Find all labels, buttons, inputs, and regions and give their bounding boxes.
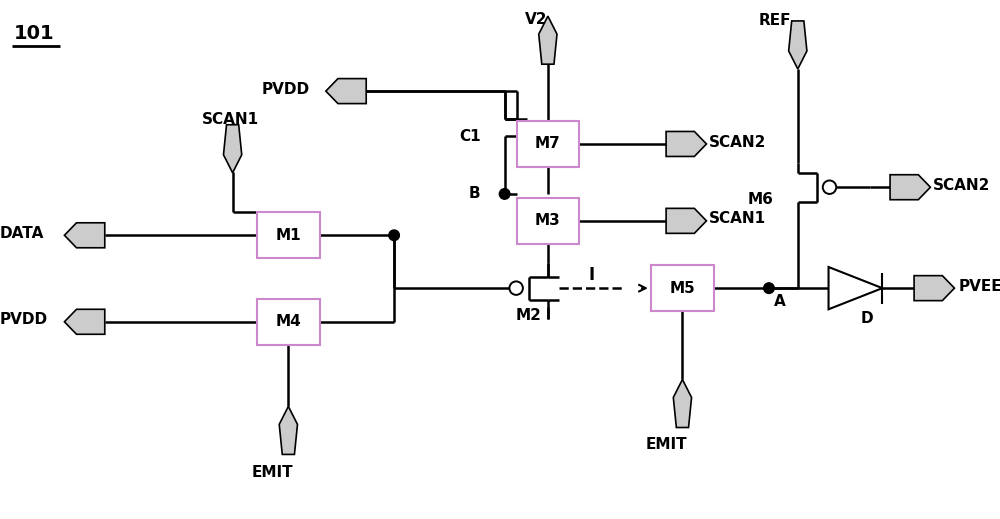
Text: M2: M2 — [516, 308, 542, 322]
Polygon shape — [326, 78, 366, 104]
Polygon shape — [666, 131, 706, 156]
Text: SCAN1: SCAN1 — [709, 211, 766, 226]
Text: M1: M1 — [276, 228, 301, 243]
Text: EMIT: EMIT — [252, 465, 293, 480]
Polygon shape — [223, 125, 242, 173]
Text: B: B — [469, 186, 481, 201]
Text: REF: REF — [758, 13, 791, 29]
Text: SCAN2: SCAN2 — [709, 134, 767, 149]
Circle shape — [764, 283, 774, 293]
Text: PVEE: PVEE — [958, 279, 1000, 294]
Text: M5: M5 — [670, 281, 695, 296]
Text: SCAN2: SCAN2 — [933, 178, 991, 193]
Text: PVDD: PVDD — [261, 81, 310, 97]
Polygon shape — [829, 267, 882, 309]
Text: 101: 101 — [13, 24, 54, 43]
Text: PVDD: PVDD — [0, 312, 48, 327]
Polygon shape — [914, 276, 954, 301]
FancyBboxPatch shape — [257, 299, 320, 345]
Text: M7: M7 — [535, 136, 561, 152]
FancyBboxPatch shape — [257, 212, 320, 258]
Polygon shape — [64, 223, 105, 248]
Circle shape — [499, 189, 510, 199]
Text: EMIT: EMIT — [646, 438, 688, 453]
Polygon shape — [279, 406, 297, 455]
Text: M4: M4 — [275, 315, 301, 329]
Text: C1: C1 — [459, 129, 481, 144]
Text: DATA: DATA — [0, 226, 44, 241]
FancyBboxPatch shape — [651, 265, 714, 311]
Polygon shape — [890, 175, 930, 200]
Text: SCAN1: SCAN1 — [202, 113, 259, 128]
Polygon shape — [539, 16, 557, 64]
Text: V2: V2 — [525, 11, 548, 26]
FancyBboxPatch shape — [517, 198, 579, 244]
Polygon shape — [789, 21, 807, 69]
Text: I: I — [588, 266, 594, 284]
Circle shape — [509, 281, 523, 295]
Polygon shape — [64, 309, 105, 334]
Text: M6: M6 — [748, 192, 774, 207]
Polygon shape — [666, 208, 706, 234]
Circle shape — [389, 230, 399, 241]
Text: D: D — [861, 311, 873, 326]
Text: M3: M3 — [535, 213, 561, 228]
Text: A: A — [774, 294, 786, 309]
Polygon shape — [673, 379, 692, 428]
Circle shape — [823, 181, 836, 194]
FancyBboxPatch shape — [517, 121, 579, 167]
